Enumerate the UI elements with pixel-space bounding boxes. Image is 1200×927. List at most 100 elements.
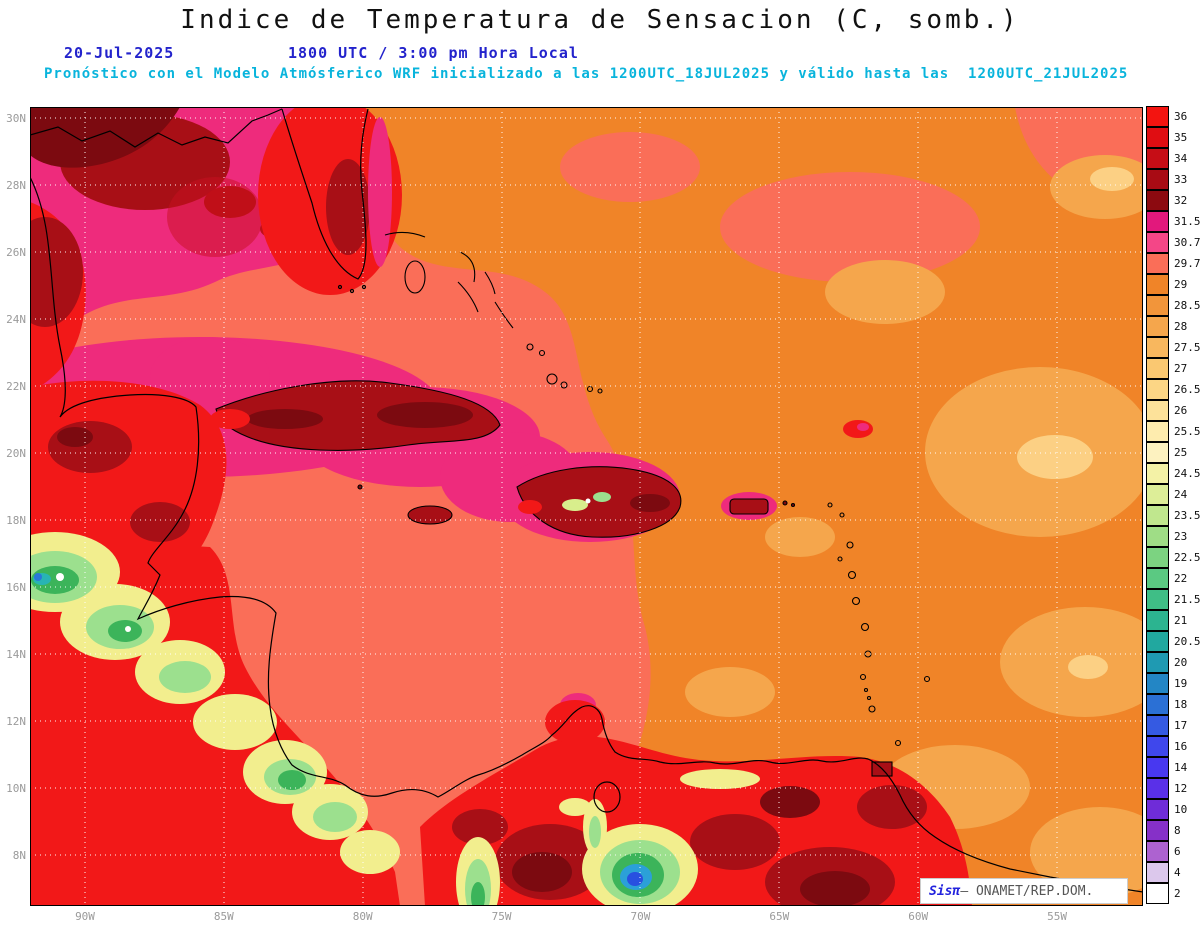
watermark-text: – ONAMET/REP.DOM. <box>960 883 1094 899</box>
legend-label: 30.7 <box>1174 236 1200 249</box>
legend-label: 20 <box>1174 656 1188 669</box>
legend-swatch <box>1146 484 1169 505</box>
coastlines-layer <box>30 108 1143 893</box>
lat-tick-20N: 20N <box>6 447 26 460</box>
legend-label: 14 <box>1174 761 1188 774</box>
legend-label: 24.5 <box>1174 467 1200 480</box>
legend-swatch <box>1146 337 1169 358</box>
legend-label: 25 <box>1174 446 1188 459</box>
legend-entry-30.7: 30.7 <box>1146 232 1200 254</box>
lat-tick-18N: 18N <box>6 514 26 527</box>
legend-label: 32 <box>1174 194 1188 207</box>
lon-tick-60W: 60W <box>908 910 929 923</box>
legend-swatch <box>1146 883 1169 904</box>
legend-label: 2 <box>1174 887 1181 900</box>
legend-swatch <box>1146 253 1169 274</box>
lat-tick-10N: 10N <box>6 782 26 795</box>
mountain-cool-layer <box>30 532 760 906</box>
legend-entry-22.5: 22.5 <box>1146 547 1200 569</box>
legend-entry-29: 29 <box>1146 274 1200 296</box>
legend-entry-24.5: 24.5 <box>1146 463 1200 485</box>
legend-swatch <box>1146 610 1169 631</box>
legend-swatch <box>1146 568 1169 589</box>
legend-entry-23.5: 23.5 <box>1146 505 1200 527</box>
lon-tick-80W: 80W <box>352 910 373 923</box>
legend-entry-28: 28 <box>1146 316 1200 338</box>
legend-swatch <box>1146 799 1169 820</box>
legend-swatch <box>1146 190 1169 211</box>
legend-label: 34 <box>1174 152 1188 165</box>
map-border <box>30 107 1143 906</box>
legend-entry-24: 24 <box>1146 484 1200 506</box>
lon-tick-70W: 70W <box>630 910 651 923</box>
legend-entry-20: 20 <box>1146 652 1200 674</box>
legend-entry-18: 18 <box>1146 694 1200 716</box>
legend-swatch <box>1146 316 1169 337</box>
colorbar: 36 35 34 33 32 31.5 30.7 29.7 29 28.5 28 27.5 27 26.5… <box>1146 106 1200 905</box>
legend-swatch <box>1146 757 1169 778</box>
legend-label: 25.5 <box>1174 425 1200 438</box>
legend-swatch <box>1146 673 1169 694</box>
legend-entry-34: 34 <box>1146 148 1200 170</box>
legend-entry-25: 25 <box>1146 442 1200 464</box>
legend-entry-4: 4 <box>1146 862 1200 884</box>
legend-label: 20.5 <box>1174 635 1200 648</box>
legend-swatch <box>1146 631 1169 652</box>
legend-label: 31.5 <box>1174 215 1200 228</box>
legend-entry-35: 35 <box>1146 127 1200 149</box>
legend-label: 22 <box>1174 572 1188 585</box>
legend-entry-27: 27 <box>1146 358 1200 380</box>
legend-label: 29.7 <box>1174 257 1200 270</box>
forecast-time: 1800 UTC / 3:00 pm Hora Local <box>288 44 579 62</box>
legend-label: 8 <box>1174 824 1181 837</box>
lat-tick-14N: 14N <box>6 648 26 661</box>
legend-swatch <box>1146 715 1169 736</box>
legend-entry-32: 32 <box>1146 190 1200 212</box>
legend-label: 16 <box>1174 740 1188 753</box>
legend-entry-21: 21 <box>1146 610 1200 632</box>
legend-swatch <box>1146 820 1169 841</box>
watermark-brand: Sisπ <box>929 883 961 899</box>
legend-entry-29.7: 29.7 <box>1146 253 1200 275</box>
legend-entry-8: 8 <box>1146 820 1200 842</box>
legend-entry-20.5: 20.5 <box>1146 631 1200 653</box>
legend-entry-12: 12 <box>1146 778 1200 800</box>
legend-label: 22.5 <box>1174 551 1200 564</box>
lat-tick-28N: 28N <box>6 179 26 192</box>
legend-swatch <box>1146 169 1169 190</box>
legend-swatch <box>1146 379 1169 400</box>
legend-label: 27 <box>1174 362 1188 375</box>
legend-entry-10: 10 <box>1146 799 1200 821</box>
lat-tick-8N: 8N <box>12 849 26 862</box>
legend-entry-26: 26 <box>1146 400 1200 422</box>
legend-label: 27.5 <box>1174 341 1200 354</box>
legend-label: 21 <box>1174 614 1188 627</box>
legend-entry-33: 33 <box>1146 169 1200 191</box>
legend-swatch <box>1146 463 1169 484</box>
lon-tick-75W: 75W <box>491 910 512 923</box>
legend-swatch <box>1146 547 1169 568</box>
legend-swatch <box>1146 862 1169 883</box>
legend-entry-23: 23 <box>1146 526 1200 548</box>
legend-swatch <box>1146 232 1169 253</box>
legend-label: 23 <box>1174 530 1188 543</box>
legend-entry-36: 36 <box>1146 106 1200 128</box>
lat-tick-30N: 30N <box>6 112 26 125</box>
lon-tick-90W: 90W <box>75 910 95 923</box>
watermark: Sisπ – ONAMET/REP.DOM. <box>920 878 1128 904</box>
lat-tick-24N: 24N <box>6 313 26 326</box>
legend-entry-19: 19 <box>1146 673 1200 695</box>
legend-entry-31.5: 31.5 <box>1146 211 1200 233</box>
legend-label: 33 <box>1174 173 1188 186</box>
page-title: Indice de Temperatura de Sensacion (C, s… <box>180 5 1020 35</box>
legend-label: 10 <box>1174 803 1188 816</box>
legend-entry-27.5: 27.5 <box>1146 337 1200 359</box>
legend-swatch <box>1146 400 1169 421</box>
grid-layer <box>30 107 1143 906</box>
legend-swatch <box>1146 127 1169 148</box>
lon-tick-55W: 55W <box>1047 910 1067 923</box>
legend-label: 6 <box>1174 845 1181 858</box>
lat-tick-26N: 26N <box>6 246 26 259</box>
legend-entry-25.5: 25.5 <box>1146 421 1200 443</box>
